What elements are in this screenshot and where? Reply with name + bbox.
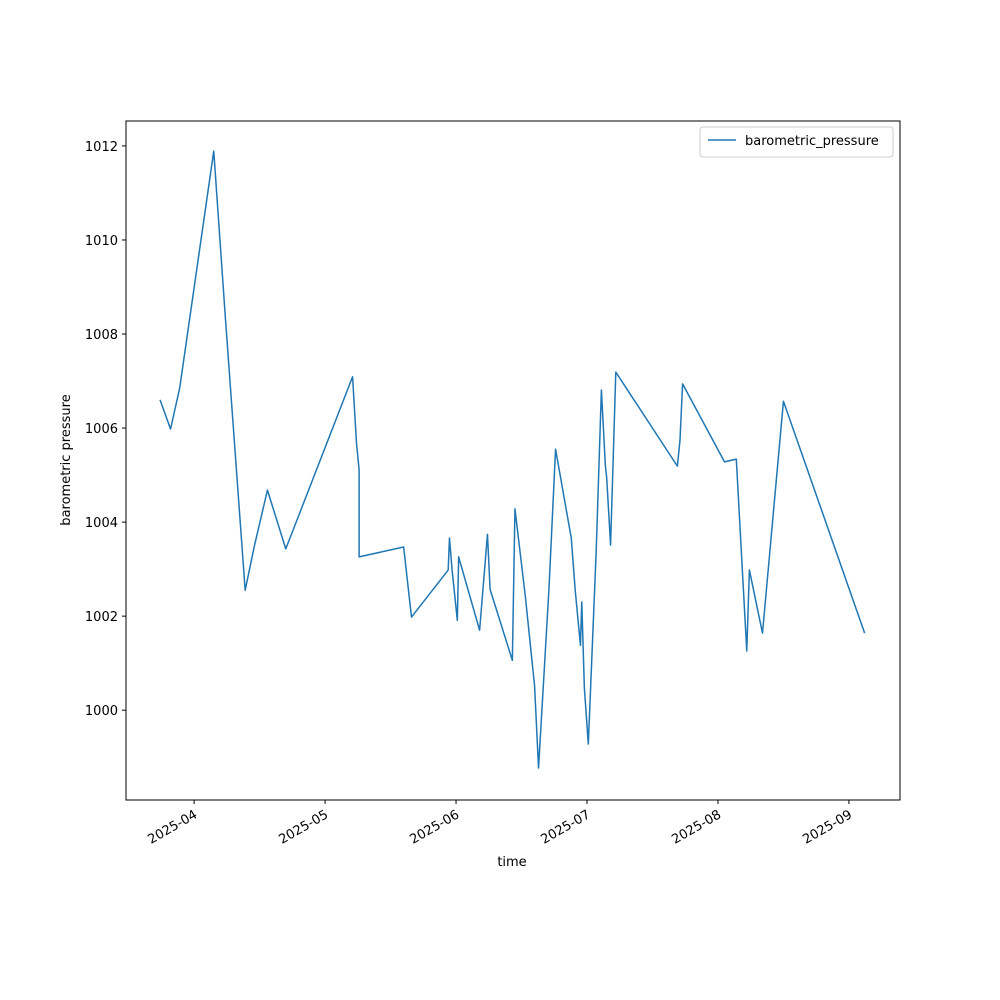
legend-box — [699, 126, 894, 158]
y-tick-label: 1006 — [85, 422, 118, 437]
y-tick-label: 1012 — [85, 140, 118, 155]
y-tick-label: 1002 — [85, 610, 118, 625]
x-tick-label: 2025-04 — [146, 807, 201, 847]
x-tick-label: 2025-07 — [538, 807, 593, 847]
y-tick-label: 1004 — [85, 516, 118, 531]
x-axis-label: time — [497, 855, 526, 870]
legend-label: barometric_pressure — [745, 134, 879, 149]
y-tick-label: 1010 — [85, 234, 118, 249]
x-tick-label: 2025-08 — [669, 807, 724, 847]
y-tick-label: 1008 — [85, 328, 118, 343]
y-axis-label: barometric pressure — [59, 394, 74, 525]
x-tick-label: 2025-09 — [800, 807, 855, 847]
data-line — [159, 150, 866, 769]
x-tick-label: 2025-05 — [277, 807, 332, 847]
x-tick-label: 2025-06 — [407, 807, 462, 847]
plot-frame — [125, 120, 901, 801]
y-tick-label: 1000 — [85, 704, 118, 719]
